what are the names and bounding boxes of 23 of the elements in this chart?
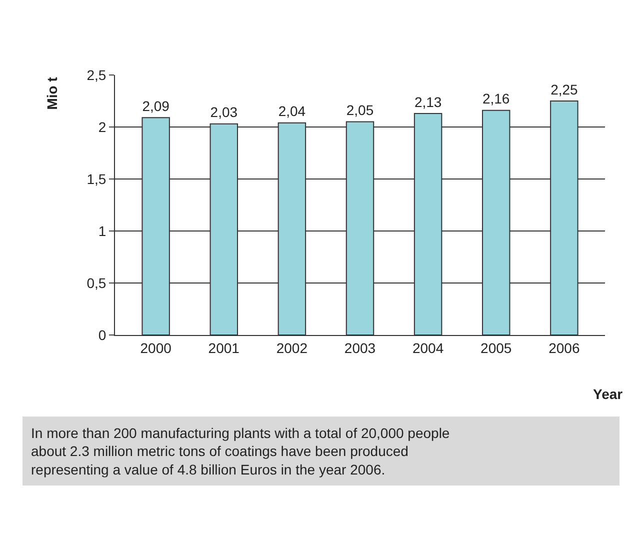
x-axis-title: Year (593, 386, 624, 402)
y-tick-label: 2 (98, 118, 106, 135)
x-tick-label: 2001 (208, 340, 240, 356)
y-tick-label: 0 (98, 326, 106, 343)
x-tick-label: 2002 (276, 340, 308, 356)
y-tick-label: 0,5 (86, 274, 106, 291)
data-label: 2,09 (142, 98, 170, 114)
data-label: 2,04 (278, 103, 306, 120)
text: In more than 200 manufacturing plants with a total of 20,000 people about 2.3 million metric tons of coatings have been produced representing a value of 4.8 billion Euros in the year 2006. (31, 425, 450, 478)
y-axis-title: Mio t (44, 76, 60, 110)
y-tick-label: 1 (98, 222, 106, 239)
data-label: 2,25 (550, 81, 578, 98)
data-label: 2,16 (482, 90, 510, 107)
x-tick-label: 2003 (344, 340, 376, 356)
y-tick-label: 1,5 (86, 170, 106, 187)
data-label: 2,13 (414, 94, 442, 110)
y-tick-label: 2,5 (86, 66, 106, 83)
x-tick-label: 2005 (480, 340, 512, 356)
x-tick-label: 2004 (412, 340, 444, 356)
x-tick-label: 2006 (548, 340, 580, 356)
data-label: 2,03 (210, 104, 238, 120)
data-label: 2,05 (346, 102, 374, 118)
x-tick-label: 2000 (140, 340, 172, 356)
